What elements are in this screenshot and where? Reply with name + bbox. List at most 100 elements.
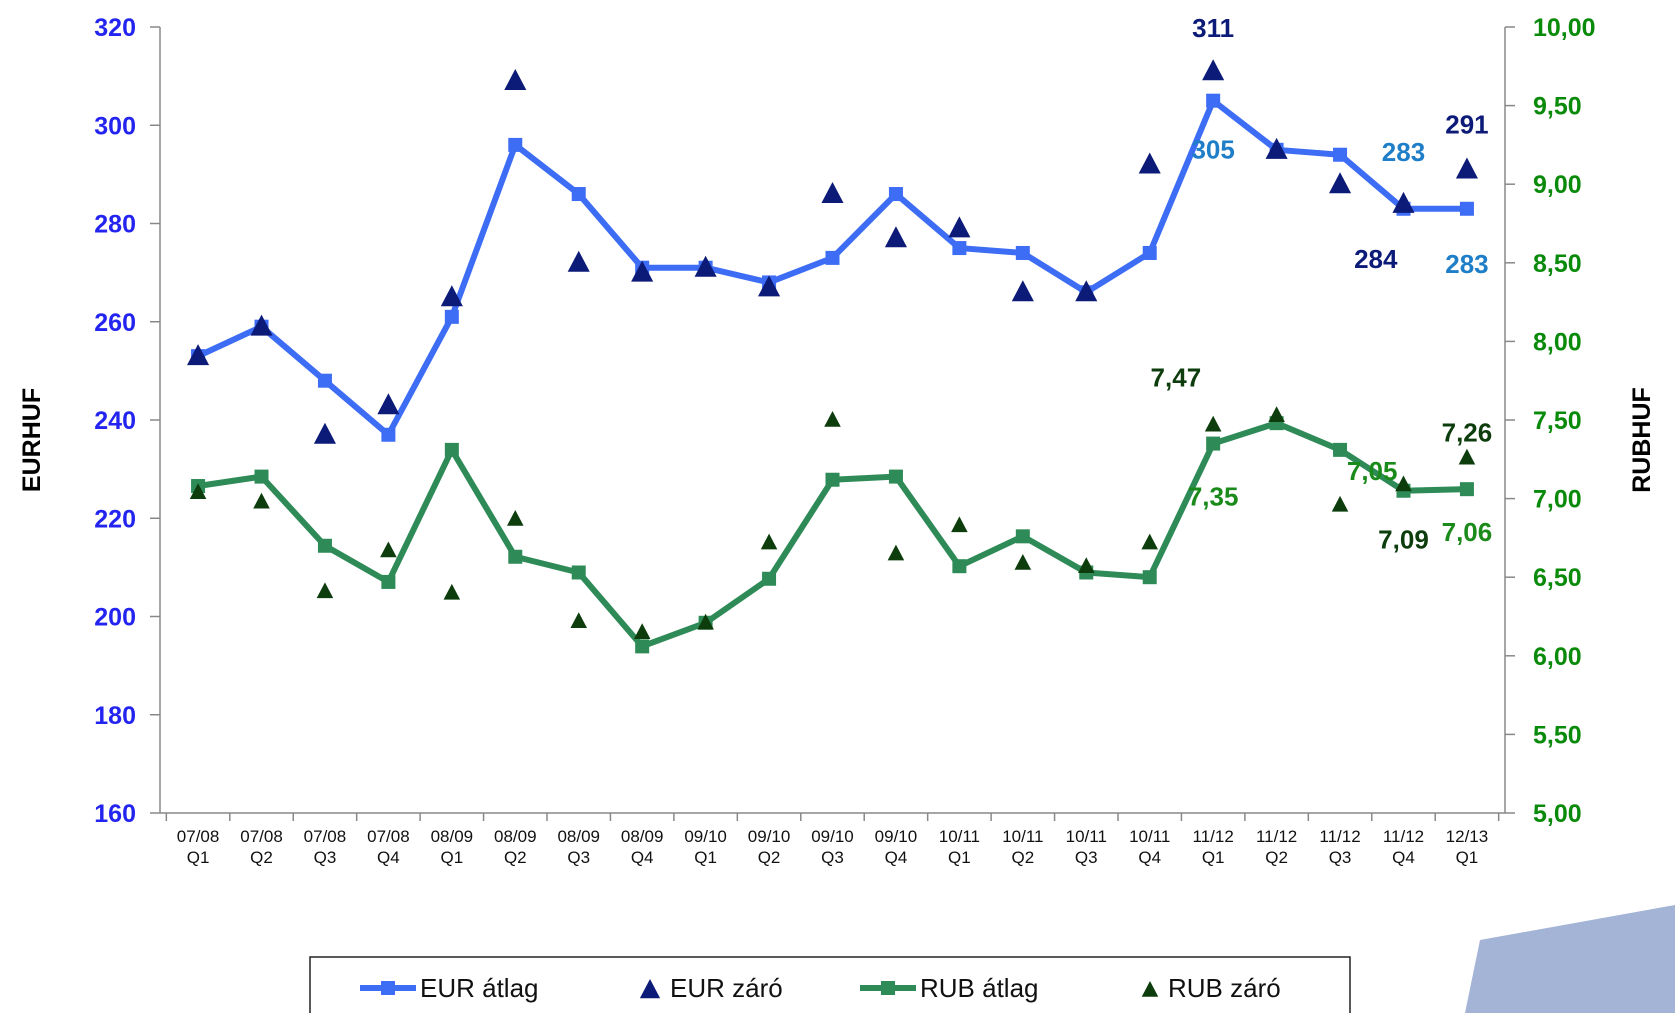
eur-tlag-point (317, 373, 332, 388)
annotation-layer: 311 305 283 291 284 283 7,47 7,35 7,05 7,26 7,09 7,… (1151, 13, 1493, 554)
right-tick-label: 5,00 (1533, 800, 1582, 828)
left-tick-label: 220 (94, 505, 136, 533)
eur-tlag-point (1015, 245, 1030, 260)
eur-z-r-point (694, 255, 717, 277)
data-label: 7,26 (1442, 418, 1493, 448)
legend-swatch-eur-z-r (639, 979, 661, 999)
eur-z-r-point (1011, 280, 1034, 302)
rub-z-r-point (1014, 554, 1032, 570)
x-tick-label: 10/11 Q1 (939, 827, 980, 867)
x-tick-label-line: Q1 (187, 848, 210, 867)
x-tick-label-line: 09/10 (684, 827, 727, 846)
rub-z-r-point (760, 533, 778, 550)
rub-z-r-point (1204, 415, 1222, 432)
x-tick-label-line: Q2 (250, 848, 273, 867)
right-axis-title: RUBHUF (1628, 387, 1656, 493)
left-tick-label: 260 (94, 309, 136, 337)
x-tick-label-line: 11/12 (1383, 827, 1424, 846)
data-label: 291 (1445, 109, 1488, 139)
x-tick-label: 09/10 Q4 (875, 827, 918, 867)
x-tick-label-line: Q3 (821, 848, 844, 867)
left-tick-label: 240 (94, 407, 136, 435)
x-tick-label-line: 07/08 (240, 827, 283, 846)
data-label: 283 (1445, 249, 1488, 279)
eur-z-r-point (187, 344, 210, 366)
rub-tlag-point (1142, 570, 1157, 585)
rub-tlag-point (1459, 482, 1474, 497)
rub-z-r-point (887, 544, 905, 561)
data-label: 311 (1192, 13, 1234, 43)
right-tick-label: 5,50 (1533, 721, 1582, 749)
rub-z-r-point (1141, 533, 1158, 550)
eur-z-r-point (440, 285, 463, 307)
x-tick-label-line: 08/09 (621, 827, 664, 846)
rub-z-r-point (316, 582, 334, 599)
rub-tlag-point (1206, 436, 1221, 451)
x-tick-label: 08/09 Q2 (494, 827, 537, 867)
data-label: 7,06 (1442, 517, 1493, 547)
x-tick-label-line: 08/09 (494, 827, 537, 846)
left-tick-label: 180 (94, 702, 136, 730)
eur-tlag-point (571, 187, 586, 202)
left-tick-label: 320 (94, 14, 136, 42)
x-tick-label-line: 10/11 (1129, 827, 1170, 846)
x-tick-label-line: Q3 (567, 848, 590, 867)
eur-tlag-point (825, 250, 840, 265)
rub-tlag-point (381, 574, 396, 589)
rub-z-r-point (189, 483, 207, 500)
right-axis-ticks: 5,00 5,50 6,00 6,50 7,00 7,50 8,00 8,50 9,00 9,50… (1505, 14, 1596, 828)
eur-z-r-point (1202, 59, 1225, 81)
x-tick-label: 10/11 Q3 (1066, 827, 1107, 867)
eur-z-r-point (250, 314, 273, 336)
x-tick-label: 11/12 Q3 (1319, 827, 1360, 867)
x-tick-label: 09/10 Q3 (811, 827, 854, 867)
x-tick-label: 11/12 Q1 (1193, 827, 1234, 867)
eur-z-r-point (377, 393, 400, 415)
data-label: 284 (1354, 244, 1398, 274)
x-tick-label-line: 10/11 (1002, 827, 1043, 846)
left-tick-label: 280 (94, 211, 136, 239)
rub-z-r-point (1395, 475, 1412, 492)
eur-z-r-point (504, 69, 527, 91)
eur-z-r-point (1329, 172, 1352, 194)
x-tick-label: 07/08 Q1 (177, 827, 220, 867)
data-label: 283 (1382, 137, 1425, 167)
x-tick-label-line: Q4 (377, 848, 400, 867)
decorative-swoosh (1465, 905, 1675, 1013)
eur-tlag-point (508, 137, 523, 152)
rub-z-r-point (1331, 495, 1349, 512)
right-tick-label: 9,50 (1533, 93, 1582, 121)
right-tick-label: 8,50 (1533, 250, 1582, 278)
legend-marker-eur-tlag (381, 981, 395, 995)
x-tick-label: 07/08 Q4 (367, 827, 410, 867)
x-tick-label: 07/08 Q2 (240, 827, 283, 867)
eur-tlag-point (1206, 93, 1221, 108)
data-label: 7,35 (1188, 482, 1239, 512)
x-tick-label-line: Q4 (1138, 848, 1161, 867)
left-tick-label: 160 (94, 800, 136, 828)
eur-z-r-point (567, 250, 590, 272)
x-tick-label-line: Q1 (694, 848, 717, 867)
right-tick-label: 6,50 (1533, 564, 1582, 592)
legend-label-eur-tlag: EUR átlag (420, 973, 539, 1003)
rub-tlag-point (1015, 529, 1030, 544)
rub-tlag-line (197, 420, 1468, 650)
rub-tlag-point (508, 549, 523, 564)
left-axis-title: EURHUF (18, 388, 46, 492)
legend: EUR átlag EUR záró RUB átlag RUB záró (309, 956, 1351, 1013)
rub-tlag-point (317, 538, 332, 553)
left-tick-label: 200 (94, 604, 136, 632)
x-tick-label-line: Q3 (314, 848, 337, 867)
eur-z-r-point (1075, 280, 1098, 302)
x-tick-label-line: 09/10 (875, 827, 918, 846)
x-tick-label-line: 09/10 (811, 827, 854, 846)
rub-tlag-point (444, 442, 459, 457)
x-tick-label-line: Q4 (631, 848, 654, 867)
x-tick-label-line: 08/09 (557, 827, 600, 846)
x-tick-label: 08/09 Q1 (431, 827, 474, 867)
x-tick-label-line: Q1 (1202, 848, 1225, 867)
rub-z-r-point (951, 516, 968, 533)
data-label: 305 (1191, 135, 1234, 165)
